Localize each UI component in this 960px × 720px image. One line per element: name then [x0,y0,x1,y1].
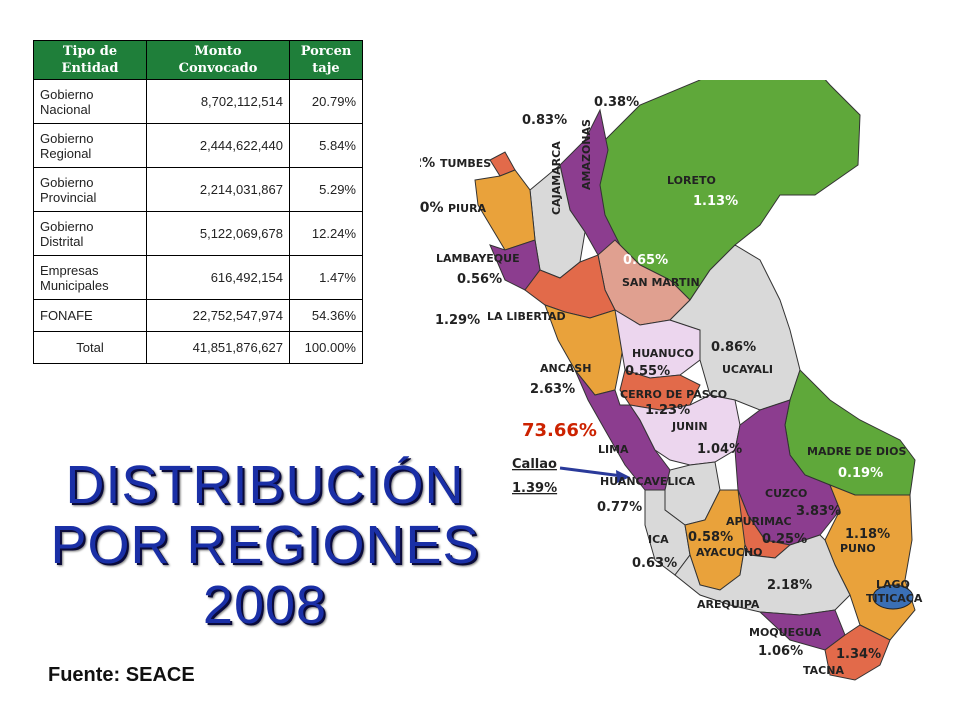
region-name-loreto: LORETO [667,174,716,187]
region-name-ayacucho: AYACUCHO [696,546,763,559]
table-row: Gobierno Regional 2,444,622,440 5.84% [33,123,363,168]
cell-entity: Gobierno Provincial [33,167,147,212]
title-line: DISTRIBUCIÓN [65,455,465,515]
pct-lima: 73.66% [522,420,597,441]
callao-arrow [559,466,623,478]
cell-total-label: Total [33,331,147,364]
callao-arrow-head [616,470,630,483]
region-name-huancavelica: HUANCAVELICA [600,475,696,488]
pct-ica: 0.63% [632,556,677,571]
pct-junin: 1.04% [697,442,742,457]
pct-cuzco: 3.83% [796,504,841,519]
region-name-junin: JUNIN [671,420,708,433]
pct-cajamarca: 0.83% [522,113,567,128]
pct-ayacucho: 0.58% [688,530,733,545]
region-name-ica: ICA [648,533,669,546]
cell-total-amount: 41,851,876,627 [146,331,290,364]
region-name-cuzco: CUZCO [765,487,807,500]
lake-name-line2: TITICACA [866,592,923,605]
region-name-tumbes: TUMBES [440,157,491,170]
lake-name-line1: LAGO [876,578,910,591]
cell-entity: FONAFE [33,299,147,332]
cell-entity: Gobierno Distrital [33,211,147,256]
header-amount: Monto Convocado [146,40,290,80]
table-total-row: Total 41,851,876,627 100.00% [33,331,363,364]
pct-lalibertad: 1.29% [435,313,480,328]
cell-entity: Gobierno Nacional [33,79,147,124]
region-name-huanuco: HUANUCO [632,347,694,360]
source-note: Fuente: SEACE [48,664,195,686]
cell-percent: 5.84% [289,123,363,168]
region-name-amazonas: AMAZONAS [580,119,593,190]
pct-amazonas: 0.38% [594,95,639,110]
pct-apurimac: 0.25% [762,532,807,547]
region-huanuco-shape [614,309,701,379]
region-name-apurimac: APURIMAC [726,515,792,528]
region-name-pasco: CERRO DE PASCO [620,388,727,401]
cell-total-percent: 100.00% [289,331,363,364]
region-name-tacna: TACNA [803,664,844,677]
cell-amount: 5,122,069,678 [146,211,290,256]
region-name-ancash: ANCASH [540,362,591,375]
table-row: Empresas Municipales 616,492,154 1.47% [33,255,363,300]
pct-piura: 1.30% [420,200,444,216]
entity-table: Tipo de Entidad Monto Convocado Porcen taje… [33,40,363,364]
cell-percent: 54.36% [289,299,363,332]
table-row: Gobierno Nacional 8,702,112,514 20.79% [33,79,363,124]
table-row: Gobierno Distrital 5,122,069,678 12.24% [33,211,363,256]
cell-amount: 2,214,031,867 [146,167,290,212]
pct-madrededios: 0.19% [838,466,883,481]
region-name-lima: LIMA [598,443,629,456]
region-name-moquegua: MOQUEGUA [749,626,822,639]
region-name-piura: PIURA [448,202,487,215]
region-name-puno: PUNO [840,542,876,555]
region-name-lalibertad: LA LIBERTAD [487,310,566,323]
cell-amount: 22,752,547,974 [146,299,290,332]
pct-tacna: 1.34% [836,647,881,662]
cell-amount: 8,702,112,514 [146,79,290,124]
slide-title: DISTRIBUCIÓN POR REGIONES 2008 [40,455,490,635]
region-name-lambayeque: LAMBAYEQUE [436,252,520,265]
region-lima-shape [574,369,671,491]
cell-percent: 1.47% [289,255,363,300]
pct-ancash: 2.63% [530,382,575,397]
cell-entity: Gobierno Regional [33,123,147,168]
pct-arequipa: 2.18% [767,578,812,593]
region-name-madrededios: MADRE DE DIOS [807,445,906,458]
cell-percent: 20.79% [289,79,363,124]
pct-huancavelica: 0.77% [597,500,642,515]
region-ancash-shape [544,304,626,396]
table-row: Gobierno Provincial 2,214,031,867 5.29% [33,167,363,212]
region-name-arequipa: AREQUIPA [697,598,760,611]
cell-entity: Empresas Municipales [33,255,147,300]
pct-huanuco: 0.55% [625,364,670,379]
pct-tumbes: 0.52% [420,156,435,171]
pct-ucayali: 0.86% [711,340,756,355]
cell-amount: 616,492,154 [146,255,290,300]
region-name-cajamarca: CAJAMARCA [550,141,563,215]
cell-percent: 12.24% [289,211,363,256]
cell-amount: 2,444,622,440 [146,123,290,168]
region-name-ucayali: UCAYALI [722,363,773,376]
pct-callao-label: Callao [512,457,557,472]
pct-pasco: 1.23% [645,403,690,418]
pct-sanmartin: 0.65% [623,253,668,268]
title-line: 2008 [202,575,328,635]
cell-percent: 5.29% [289,167,363,212]
table-row: FONAFE 22,752,547,974 54.36% [33,299,363,332]
pct-callao: 1.39% [512,481,557,496]
region-name-sanmartin: SAN MARTIN [622,276,700,289]
header-percent: Porcen taje [289,40,363,80]
region-tacna-shape [824,624,891,681]
pct-lambayeque: 0.56% [457,272,502,287]
pct-moquegua: 1.06% [758,644,803,659]
pct-puno: 1.18% [845,527,890,542]
peru-region-map: TUMBES PIURA LAMBAYEQUE LA LIBERTAD CAJA… [420,80,923,681]
distribution-table: Tipo de Entidad Monto Convocado Porcen taje… [33,40,363,364]
lake-titicaca-shape [872,584,914,610]
table-header-row: Tipo de Entidad Monto Convocado Porcen taje [33,40,363,80]
pct-loreto: 1.13% [693,194,738,209]
header-entity-type: Tipo de Entidad [33,40,147,80]
title-line: POR REGIONES [50,515,480,575]
